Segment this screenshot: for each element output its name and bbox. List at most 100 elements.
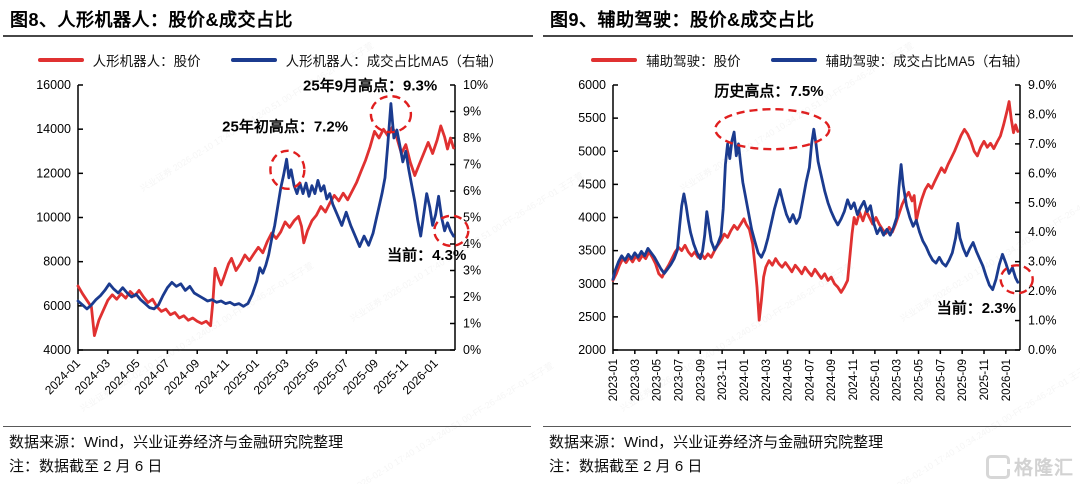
svg-text:7%: 7% xyxy=(463,158,481,172)
footer-divider xyxy=(543,426,1071,427)
svg-text:0%: 0% xyxy=(463,343,481,357)
svg-text:5%: 5% xyxy=(463,211,481,225)
svg-text:2024-03: 2024-03 xyxy=(761,359,773,401)
svg-text:3500: 3500 xyxy=(578,244,606,258)
right-axis-labels: 9.0% 8.0% 7.0% 6.0% 5.0% 4.0% 3.0% 2.0% 1.0% 0.0% xyxy=(1028,78,1057,357)
svg-text:2025-05: 2025-05 xyxy=(914,359,926,401)
svg-text:2023-11: 2023-11 xyxy=(717,359,729,400)
svg-text:5.0%: 5.0% xyxy=(1028,196,1057,210)
right-axis-labels: 10% 9% 8% 7% 6% 5% 4% 3% 2% 1% 0% xyxy=(463,78,488,357)
data-note-line: 注：数据截至 2 月 6 日 xyxy=(549,458,703,475)
price-line xyxy=(76,124,455,338)
svg-text:1.0%: 1.0% xyxy=(1028,314,1057,328)
svg-text:9%: 9% xyxy=(463,105,481,119)
svg-text:2024-05: 2024-05 xyxy=(783,359,795,401)
svg-text:4.0%: 4.0% xyxy=(1028,225,1057,239)
title-divider xyxy=(3,35,533,37)
chart-panel-assisted-driving: 图9、辅助驾驶：股价&成交占比 辅助驾驶：股价 辅助驾驶：成交占比MA5（右轴）… xyxy=(540,0,1080,484)
axes xyxy=(77,84,456,354)
svg-text:2026-01: 2026-01 xyxy=(1001,359,1013,401)
gelonghui-watermark: 格隆汇 xyxy=(985,453,1074,480)
svg-text:2023-07: 2023-07 xyxy=(673,359,685,401)
svg-text:2025-01: 2025-01 xyxy=(870,359,882,401)
svg-text:6000: 6000 xyxy=(578,78,606,92)
svg-text:5000: 5000 xyxy=(578,144,606,158)
svg-text:2025-07: 2025-07 xyxy=(935,359,947,401)
svg-text:0.0%: 0.0% xyxy=(1028,343,1057,357)
svg-text:2025-11: 2025-11 xyxy=(979,359,991,400)
volume-share-line-swatch xyxy=(770,58,817,62)
svg-text:6.0%: 6.0% xyxy=(1028,166,1057,180)
gelonghui-logo-icon xyxy=(985,454,1010,479)
svg-text:6000: 6000 xyxy=(43,299,71,313)
line-chart-assisted-driving: 6000 5500 5000 4500 4000 3500 3000 2500 2000 9.0%… xyxy=(540,72,1080,424)
svg-text:7.0%: 7.0% xyxy=(1028,137,1057,151)
annotation-label: 历史高点：7.5% xyxy=(714,82,823,100)
legend-item-price: 辅助驾驶：股价 xyxy=(591,50,741,70)
svg-text:2500: 2500 xyxy=(578,310,606,324)
svg-text:4%: 4% xyxy=(463,237,481,251)
svg-text:14000: 14000 xyxy=(36,122,71,136)
annotation-label: 25年9月高点：9.3% xyxy=(303,76,437,94)
svg-text:2024-01: 2024-01 xyxy=(739,359,751,401)
line-chart-humanoid-robot: 16000 14000 12000 10000 8000 6000 4000 10% 9% 8% 7… xyxy=(0,72,540,424)
svg-text:3%: 3% xyxy=(463,264,481,278)
left-axis-labels: 16000 14000 12000 10000 8000 6000 4000 xyxy=(36,78,71,357)
x-axis-labels: 2024-012024-032024-052024-072024-092024-… xyxy=(42,356,441,397)
svg-text:8%: 8% xyxy=(463,131,481,145)
gelonghui-logo-text: 格隆汇 xyxy=(1013,458,1074,479)
data-source-line: 数据来源：Wind，兴业证券经济与金融研究院整理 xyxy=(549,434,884,451)
svg-text:2025-03: 2025-03 xyxy=(892,359,904,401)
svg-text:2.0%: 2.0% xyxy=(1028,284,1057,298)
svg-text:5500: 5500 xyxy=(578,111,606,125)
highlight-ellipse xyxy=(433,214,470,248)
chart-panel-humanoid-robot: 图8、人形机器人：股价&成交占比 人形机器人：股价 人形机器人：成交占比MA5（… xyxy=(0,10,540,475)
svg-text:1%: 1% xyxy=(463,317,481,331)
legend-item-volume-share: 人形机器人：成交占比MA5（右轴） xyxy=(230,50,503,70)
svg-text:10%: 10% xyxy=(463,78,488,92)
highlight-ellipse xyxy=(269,149,306,191)
page-title: 图9、辅助驾驶：股价&成交占比 xyxy=(550,10,815,30)
svg-text:2024-07: 2024-07 xyxy=(804,359,816,401)
x-axis-labels: 2023-01 2023-03 2023-05 2023-07 2023-09 2023-… xyxy=(608,359,1013,401)
svg-text:2024-11: 2024-11 xyxy=(848,359,860,400)
svg-text:4500: 4500 xyxy=(578,177,606,191)
highlight-ellipse xyxy=(369,95,413,134)
legend-label: 辅助驾驶：股价 xyxy=(646,54,741,69)
svg-text:12000: 12000 xyxy=(36,166,71,180)
svg-text:2024-09: 2024-09 xyxy=(826,359,838,401)
volume-share-line xyxy=(611,127,1020,292)
svg-text:6%: 6% xyxy=(463,184,481,198)
svg-text:3.0%: 3.0% xyxy=(1028,255,1057,269)
annotation-label: 当前：2.3% xyxy=(937,299,1016,317)
svg-text:4000: 4000 xyxy=(578,211,606,225)
svg-text:8.0%: 8.0% xyxy=(1028,107,1057,121)
volume-share-line-swatch xyxy=(230,58,277,62)
price-line-swatch xyxy=(37,58,84,62)
legend: 辅助驾驶：股价 辅助驾驶：成交占比MA5（右轴） xyxy=(540,50,1080,70)
left-axis-labels: 6000 5500 5000 4500 4000 3500 3000 2500 2000 xyxy=(578,78,606,357)
svg-text:2000: 2000 xyxy=(578,343,606,357)
legend-item-volume-share: 辅助驾驶：成交占比MA5（右轴） xyxy=(770,50,1029,70)
axes xyxy=(612,84,1021,354)
svg-text:3000: 3000 xyxy=(578,277,606,291)
svg-text:2023-05: 2023-05 xyxy=(652,359,664,401)
price-line-swatch xyxy=(591,58,638,62)
price-line xyxy=(611,100,1020,322)
page-title: 图8、人形机器人：股价&成交占比 xyxy=(10,10,294,30)
highlight-ellipse xyxy=(999,264,1034,295)
title-divider xyxy=(543,35,1073,37)
svg-text:2023-09: 2023-09 xyxy=(695,359,707,401)
chart-canvas: 16000 14000 12000 10000 8000 6000 4000 10% 9% 8% 7… xyxy=(36,76,488,397)
svg-text:8000: 8000 xyxy=(43,255,71,269)
svg-text:2023-01: 2023-01 xyxy=(608,359,620,401)
annotation-label: 25年初高点：7.2% xyxy=(222,117,348,135)
chart-canvas: 6000 5500 5000 4500 4000 3500 3000 2500 2000 9.0%… xyxy=(578,78,1057,401)
svg-text:16000: 16000 xyxy=(36,78,71,92)
volume-share-line xyxy=(76,102,455,311)
annotation-label: 当前：4.3% xyxy=(387,246,466,264)
svg-text:2025-09: 2025-09 xyxy=(957,359,969,401)
svg-text:4000: 4000 xyxy=(43,343,71,357)
legend-label: 人形机器人：成交占比MA5（右轴） xyxy=(285,54,503,69)
